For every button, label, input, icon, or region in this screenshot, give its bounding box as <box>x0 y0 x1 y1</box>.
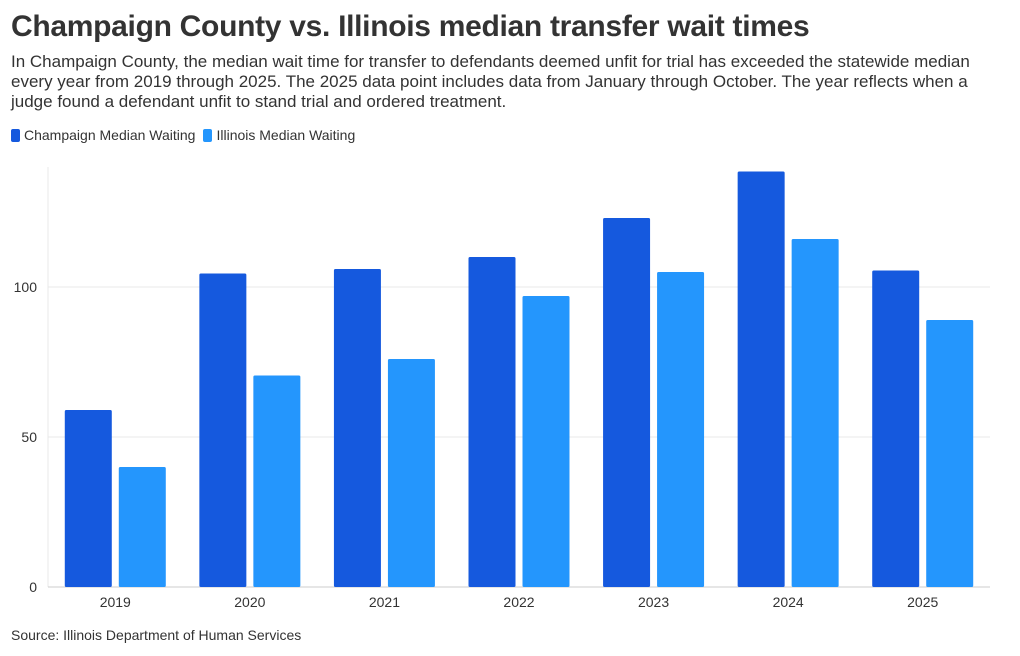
legend-swatch-illinois <box>203 128 213 142</box>
legend-swatch-champaign <box>11 128 20 142</box>
bar-illinois-2024 <box>791 239 839 587</box>
x-tick-label-2019: 2019 <box>100 594 131 610</box>
bar-champaign-2023 <box>603 218 651 587</box>
bar-illinois-2023 <box>657 272 705 587</box>
bar-champaign-2022 <box>468 257 516 587</box>
bar-illinois-2019 <box>118 467 166 587</box>
bar-chart: 0 50 100 2019 2020 2021 2022 2023 2024 2025 <box>14 167 990 610</box>
x-tick-label-2025: 2025 <box>907 594 938 610</box>
x-tick-label-2023: 2023 <box>638 594 669 610</box>
y-tick-label-100: 100 <box>14 279 38 295</box>
gridlines <box>47 167 990 588</box>
x-tick-label-2024: 2024 <box>773 594 804 610</box>
legend-label-illinois: Illinois Median Waiting <box>216 127 356 143</box>
x-tick-label-2020: 2020 <box>234 594 265 610</box>
y-tick-label-50: 50 <box>21 429 37 445</box>
bar-illinois-2020 <box>253 375 301 587</box>
x-tick-label-2022: 2022 <box>503 594 534 610</box>
x-tick-label-2021: 2021 <box>369 594 400 610</box>
x-axis: 2019 2020 2021 2022 2023 2024 2025 <box>100 594 939 610</box>
chart-subtitle: In Champaign County, the median wait tim… <box>11 52 970 111</box>
chart-legend: Champaign Median Waiting Illinois Median… <box>11 127 363 143</box>
bar-champaign-2020 <box>199 273 247 587</box>
bar-champaign-2019 <box>64 410 112 587</box>
bar-illinois-2025 <box>926 320 974 587</box>
bar-illinois-2022 <box>522 296 570 587</box>
bar-champaign-2024 <box>737 171 785 587</box>
legend-item-champaign: Champaign Median Waiting <box>11 127 195 143</box>
bar-champaign-2025 <box>872 270 920 587</box>
bar-champaign-2021 <box>333 269 381 587</box>
y-tick-label-0: 0 <box>29 579 37 595</box>
bars <box>64 171 974 587</box>
chart-source: Source: Illinois Department of Human Ser… <box>11 627 302 643</box>
bar-illinois-2021 <box>387 359 435 587</box>
chart-title: Champaign County vs. Illinois median tra… <box>11 10 810 43</box>
y-axis: 0 50 100 <box>14 279 38 595</box>
legend-label-champaign: Champaign Median Waiting <box>24 127 196 143</box>
legend-item-illinois: Illinois Median Waiting <box>203 127 355 143</box>
